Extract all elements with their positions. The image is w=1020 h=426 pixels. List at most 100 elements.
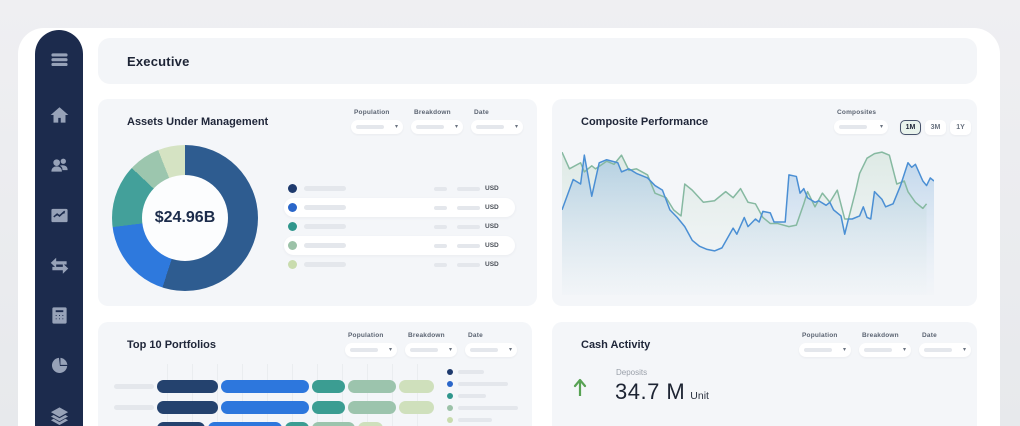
card-title: Cash Activity	[581, 339, 651, 351]
caret-down-icon: ▾	[508, 347, 512, 353]
calculator-icon[interactable]	[48, 304, 70, 326]
placeholder-bar	[457, 224, 480, 229]
filter-breakdown: Breakdown ▾	[405, 332, 457, 357]
legend-unit: USD	[485, 223, 499, 230]
top10-bar-chart	[98, 322, 532, 426]
gridline	[267, 364, 268, 426]
date-select[interactable]: ▾	[919, 343, 971, 357]
caret-down-icon: ▾	[902, 347, 906, 353]
range-button-3m[interactable]: 3M	[925, 120, 946, 135]
legend-dot	[288, 260, 297, 269]
legend-dot	[447, 393, 453, 399]
filter-label: Breakdown	[862, 332, 899, 339]
gridline	[167, 364, 168, 426]
bar-segment	[348, 380, 396, 393]
aum-filters: Population ▾ Breakdown ▾ Date ▾	[351, 109, 523, 134]
date-select[interactable]: ▾	[465, 343, 517, 357]
aum-legend-row: USD	[284, 217, 515, 236]
breakdown-select[interactable]: ▾	[411, 120, 463, 134]
breakdown-select[interactable]: ▾	[405, 343, 457, 357]
page-title: Executive	[127, 53, 190, 69]
placeholder-bar	[416, 125, 444, 129]
filter-population: Population ▾	[345, 332, 397, 357]
users-icon[interactable]	[48, 154, 70, 176]
deposits-value-row: 34.7 M Unit	[615, 379, 709, 405]
filter-label: Population	[348, 332, 384, 339]
gridline	[392, 364, 393, 426]
bar-segment	[358, 422, 383, 426]
filter-breakdown: Breakdown ▾	[411, 109, 463, 134]
deposits-unit: Unit	[690, 390, 709, 402]
filter-label: Breakdown	[414, 109, 451, 116]
placeholder-bar	[458, 418, 492, 422]
aum-legend: USD USD USD USD USD	[284, 179, 515, 274]
composites-select[interactable]: ▾	[834, 120, 888, 134]
menu-icon[interactable]	[48, 48, 70, 70]
filter-label: Date	[468, 332, 483, 339]
population-select[interactable]: ▾	[799, 343, 851, 357]
caret-down-icon: ▾	[879, 124, 883, 130]
legend-dot	[288, 241, 297, 250]
placeholder-bar	[864, 348, 892, 352]
placeholder-bar	[458, 406, 518, 410]
legend-dot	[447, 369, 453, 375]
layers-icon[interactable]	[48, 404, 70, 426]
range-button-1y[interactable]: 1Y	[950, 120, 971, 135]
placeholder-bar	[434, 243, 447, 248]
filter-breakdown: Breakdown ▾	[859, 332, 911, 357]
caret-down-icon: ▾	[394, 124, 398, 130]
filter-date: Date ▾	[471, 109, 523, 134]
placeholder-bar	[458, 394, 486, 398]
date-select[interactable]: ▾	[471, 120, 523, 134]
aum-legend-row: USD	[284, 179, 515, 198]
card-composite-performance: Composite Performance Composites ▾ 1M 3M…	[552, 99, 977, 306]
card-assets-under-management: Assets Under Management Population ▾ Bre…	[98, 99, 537, 306]
population-select[interactable]: ▾	[345, 343, 397, 357]
card-title: Assets Under Management	[127, 116, 269, 128]
allocation-pie-icon[interactable]	[48, 354, 70, 376]
placeholder-bar	[304, 243, 346, 248]
breakdown-select[interactable]: ▾	[859, 343, 911, 357]
placeholder-bar	[924, 348, 952, 352]
bar-segment	[157, 422, 205, 426]
legend-dot	[288, 203, 297, 212]
legend-dot	[447, 417, 453, 423]
composite-chart-svg	[562, 143, 934, 295]
bar-segment	[208, 422, 282, 426]
legend-dot	[447, 381, 453, 387]
legend-unit: USD	[485, 261, 499, 268]
placeholder-bar	[350, 348, 378, 352]
bar-segment	[312, 422, 355, 426]
filter-date: Date ▾	[465, 332, 517, 357]
bar-segment	[312, 380, 345, 393]
transfers-icon[interactable]	[48, 254, 70, 276]
home-icon[interactable]	[48, 104, 70, 126]
sidebar	[35, 30, 83, 426]
placeholder-bar	[457, 243, 480, 248]
placeholder-bar	[470, 348, 498, 352]
range-button-1m[interactable]: 1M	[900, 120, 921, 135]
placeholder-bar	[304, 262, 346, 267]
bar-segment	[348, 401, 396, 414]
legend-unit: USD	[485, 204, 499, 211]
filter-label: Population	[354, 109, 390, 116]
performance-chart-icon[interactable]	[48, 204, 70, 226]
legend-dot	[288, 222, 297, 231]
population-select[interactable]: ▾	[351, 120, 403, 134]
cash-filters: Population ▾ Breakdown ▾ Date ▾	[799, 332, 971, 357]
deposits-value: 34.7 M	[615, 379, 686, 404]
placeholder-bar	[458, 382, 508, 386]
caret-down-icon: ▾	[448, 347, 452, 353]
top10-filters: Population ▾ Breakdown ▾ Date ▾	[345, 332, 517, 357]
gridline	[367, 364, 368, 426]
card-title: Top 10 Portfolios	[127, 339, 217, 351]
filter-population: Population ▾	[351, 109, 403, 134]
gridline	[317, 364, 318, 426]
placeholder-bar	[476, 125, 504, 129]
bar-segment	[399, 401, 434, 414]
gridline	[242, 364, 243, 426]
caret-down-icon: ▾	[842, 347, 846, 353]
placeholder-bar	[434, 205, 447, 210]
bar-segment	[285, 422, 309, 426]
placeholder-bar	[304, 224, 346, 229]
